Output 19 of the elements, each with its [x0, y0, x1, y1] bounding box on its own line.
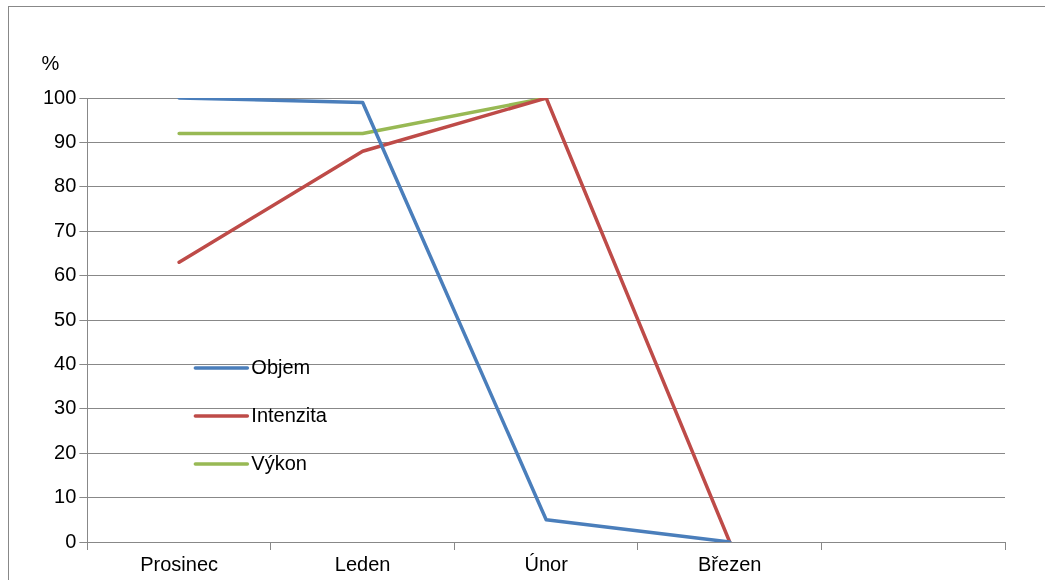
legend-label: Intenzita [251, 403, 328, 426]
x-tick-label: Prosinec [140, 552, 219, 575]
y-tick-label: 20 [54, 440, 77, 463]
y-tick-label: 60 [54, 263, 77, 286]
x-tick-label: Únor [524, 552, 569, 575]
y-axis-title: % [41, 51, 60, 74]
legend-label: Výkon [251, 451, 307, 474]
y-tick-label: 80 [54, 174, 77, 197]
y-tick-label: 100 [42, 85, 77, 108]
x-tick-label: Březen [698, 552, 762, 575]
y-tick-label: 90 [54, 129, 77, 152]
y-tick-label: 0 [65, 529, 77, 552]
y-tick-label: 40 [54, 351, 77, 374]
y-tick-label: 10 [54, 485, 77, 508]
x-tick-label: Leden [334, 552, 391, 575]
y-tick-label: 50 [54, 307, 77, 330]
y-tick-label: 70 [54, 218, 77, 241]
legend-label: Objem [251, 355, 311, 378]
y-tick-label: 30 [54, 396, 77, 419]
